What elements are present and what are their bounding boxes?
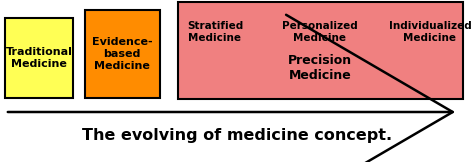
Text: Evidence-
based
Medicine: Evidence- based Medicine (91, 37, 152, 71)
Bar (178, 2, 463, 99)
Bar (85, 10, 160, 98)
Text: Stratified
Medicine: Stratified Medicine (187, 21, 243, 43)
Text: Precision
Medicine: Precision Medicine (288, 54, 352, 82)
Text: Individualized
Medicine: Individualized Medicine (389, 21, 471, 43)
Text: Traditional
Medicine: Traditional Medicine (6, 47, 73, 69)
Text: Personalized
Medicine: Personalized Medicine (282, 21, 358, 43)
Text: The evolving of medicine concept.: The evolving of medicine concept. (82, 128, 392, 143)
Bar (5, 18, 73, 98)
